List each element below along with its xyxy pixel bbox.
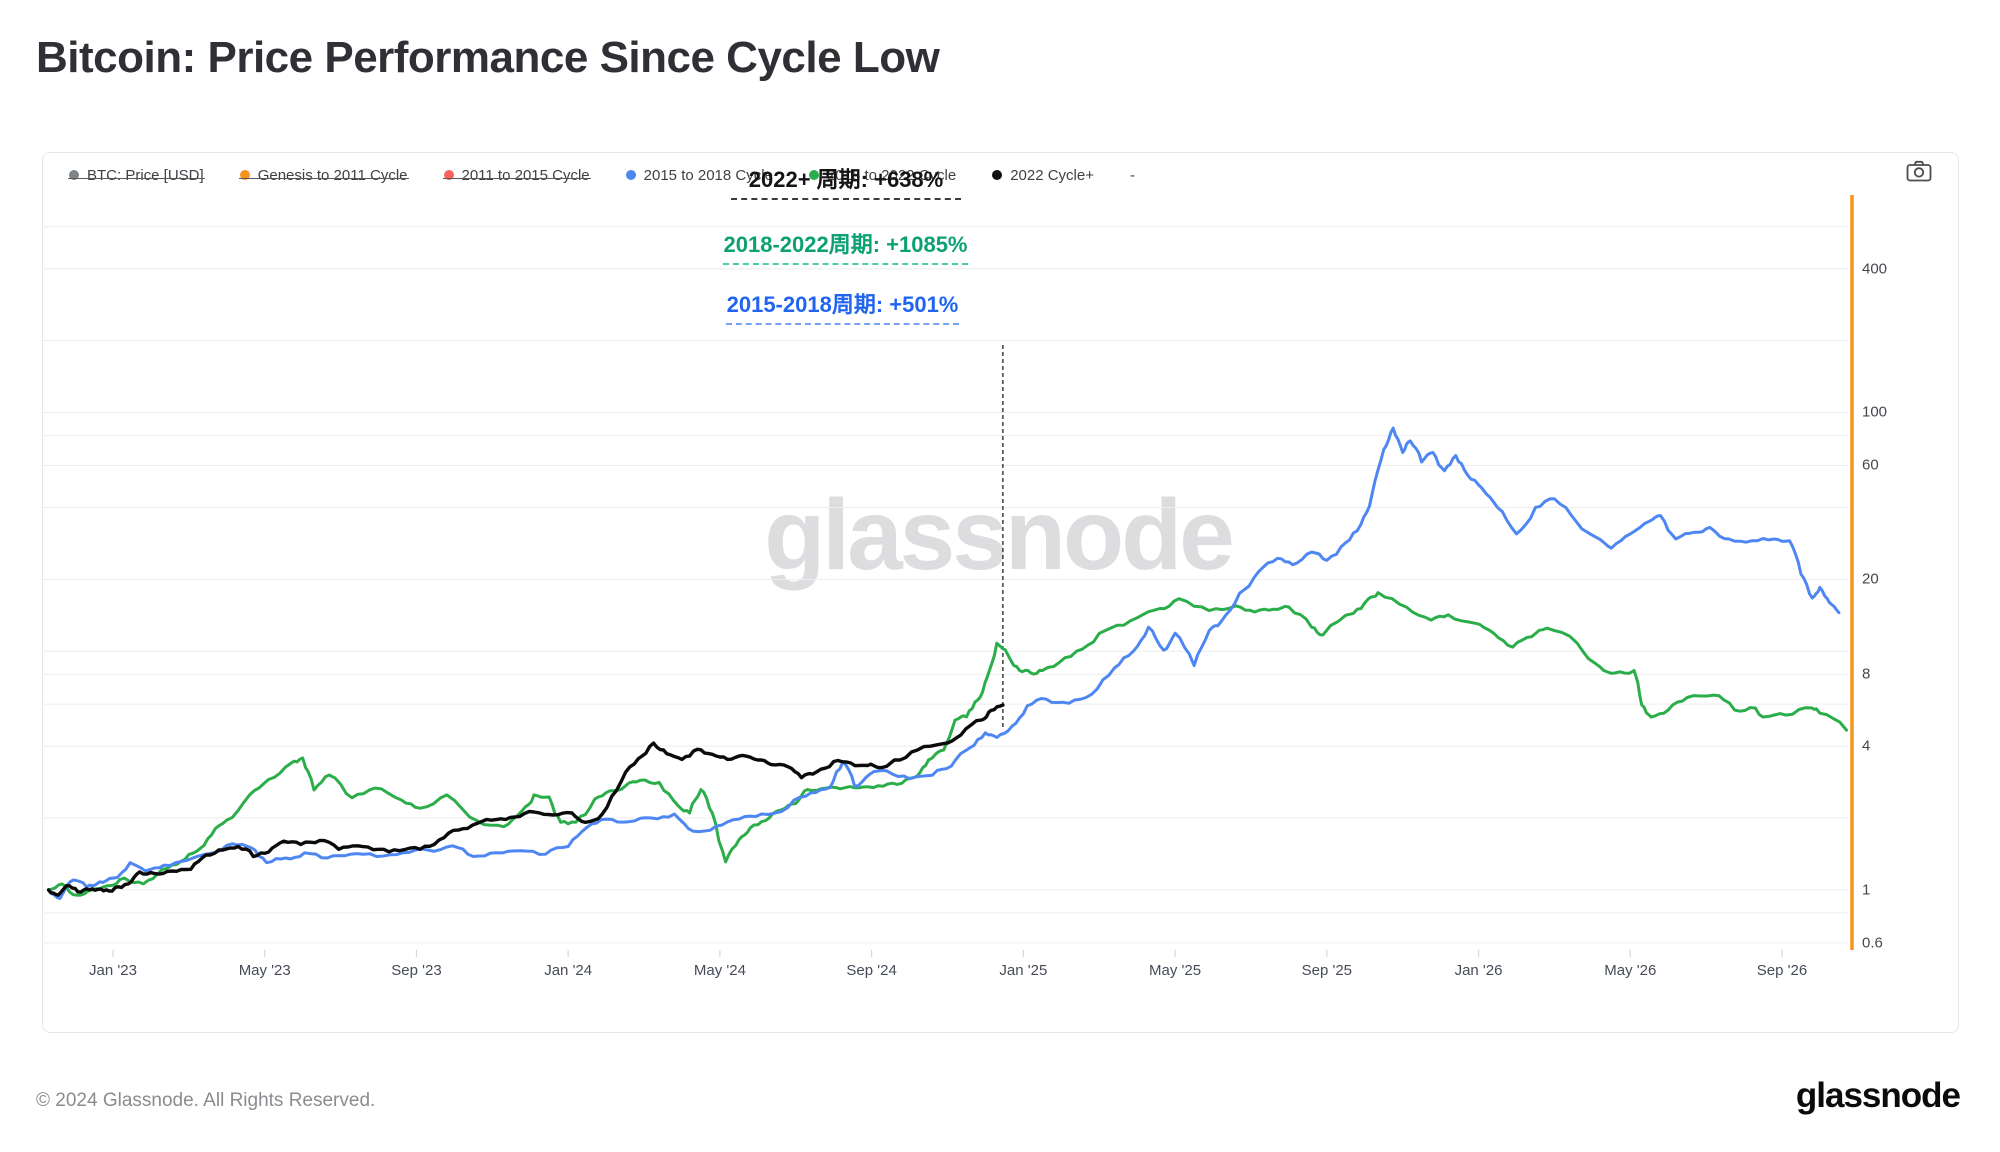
legend-dot xyxy=(69,170,79,180)
legend-label: BTC: Price [USD] xyxy=(87,166,204,184)
x-axis-label: Sep '26 xyxy=(1756,962,1808,979)
y-axis-label-0.6: 0.6 xyxy=(1862,934,1883,952)
x-axis-label: Jan '26 xyxy=(1454,962,1503,979)
x-axis-label: Jan '25 xyxy=(999,962,1048,979)
annotation-2022-cycle: 2022+ 周期: +638% xyxy=(731,162,961,200)
x-axis-label: Jan '24 xyxy=(544,962,593,979)
legend-label: Genesis to 2011 Cycle xyxy=(257,166,408,184)
x-axis-label: May '24 xyxy=(693,962,746,979)
legend-item-2015-to-2018-cycle[interactable]: 2015 to 2018 Cycle xyxy=(625,166,773,184)
chart-panel: BTC: Price [USD] Genesis to 2011 Cycle 201… xyxy=(42,152,1959,1033)
legend-item-genesis-to-2011-cycle[interactable]: Genesis to 2011 Cycle xyxy=(238,166,409,184)
legend-label: 2011 to 2015 Cycle xyxy=(461,166,590,184)
legend-item-2011-to-2015-cycle[interactable]: 2011 to 2015 Cycle xyxy=(442,166,591,184)
legend-dot xyxy=(808,170,819,180)
series-line-2022-cycle+ xyxy=(47,703,1005,897)
legend-label: 2022 Cycle+ xyxy=(1010,166,1094,184)
legend-item-btc-price-usd-[interactable]: BTC: Price [USD] xyxy=(68,166,205,184)
annotation-2015-2018-cycle: 2015-2018周期: +501% xyxy=(726,287,959,325)
glassnode-watermark: glassnode xyxy=(764,479,1235,591)
legend-dot xyxy=(625,170,636,180)
gridlines xyxy=(42,226,1848,944)
x-axis-label: Jan '23 xyxy=(89,962,137,979)
x-axis-label: May '23 xyxy=(238,962,291,979)
page-title: Bitcoin: Price Performance Since Cycle L… xyxy=(36,33,940,82)
legend-dot xyxy=(239,170,250,180)
x-axis-label: Sep '23 xyxy=(391,962,442,979)
legend-label: - xyxy=(1130,166,1135,184)
x-axis-label: May '25 xyxy=(1149,962,1202,979)
legend-label: 2018 to 2022 Cycle xyxy=(826,166,957,184)
glassnode-logo: glassnode xyxy=(1795,1076,1961,1115)
copyright-text: © 2024 Glassnode. All Rights Reserved. xyxy=(36,1090,376,1111)
screenshot-button[interactable] xyxy=(1902,159,1936,187)
y-axis-label-20: 20 xyxy=(1862,570,1879,588)
series-line-2015-to-2018-cycle xyxy=(47,426,1841,900)
annotation-2018-2022-cycle: 2018-2022周期: +1085% xyxy=(723,227,968,265)
chart-plot xyxy=(42,195,1854,957)
legend-item-2018-to-2022-cycle[interactable]: 2018 to 2022 Cycle xyxy=(808,166,957,184)
x-axis-label: Sep '25 xyxy=(1301,962,1353,979)
axes xyxy=(112,195,1854,957)
x-axis-label: Sep '24 xyxy=(846,962,897,979)
y-axis-label-4: 4 xyxy=(1862,737,1871,755)
y-axis-label-400: 400 xyxy=(1862,260,1888,278)
series-lines xyxy=(47,426,1848,900)
chart-legend: BTC: Price [USD] Genesis to 2011 Cycle 201… xyxy=(68,163,1135,187)
legend-item-2022-cycle+[interactable]: 2022 Cycle+ xyxy=(992,167,1094,184)
legend-item--[interactable]: - xyxy=(1130,167,1135,184)
legend-dot xyxy=(443,170,454,180)
y-axis-label-8: 8 xyxy=(1862,665,1871,683)
y-axis-label-1: 1 xyxy=(1862,881,1871,899)
y-axis-label-100: 100 xyxy=(1862,403,1888,421)
x-axis-label: May '26 xyxy=(1604,962,1657,979)
legend-label: 2015 to 2018 Cycle xyxy=(643,166,773,184)
camera-icon xyxy=(1906,160,1932,187)
y-axis-label-60: 60 xyxy=(1862,456,1879,474)
legend-dot xyxy=(992,170,1003,180)
